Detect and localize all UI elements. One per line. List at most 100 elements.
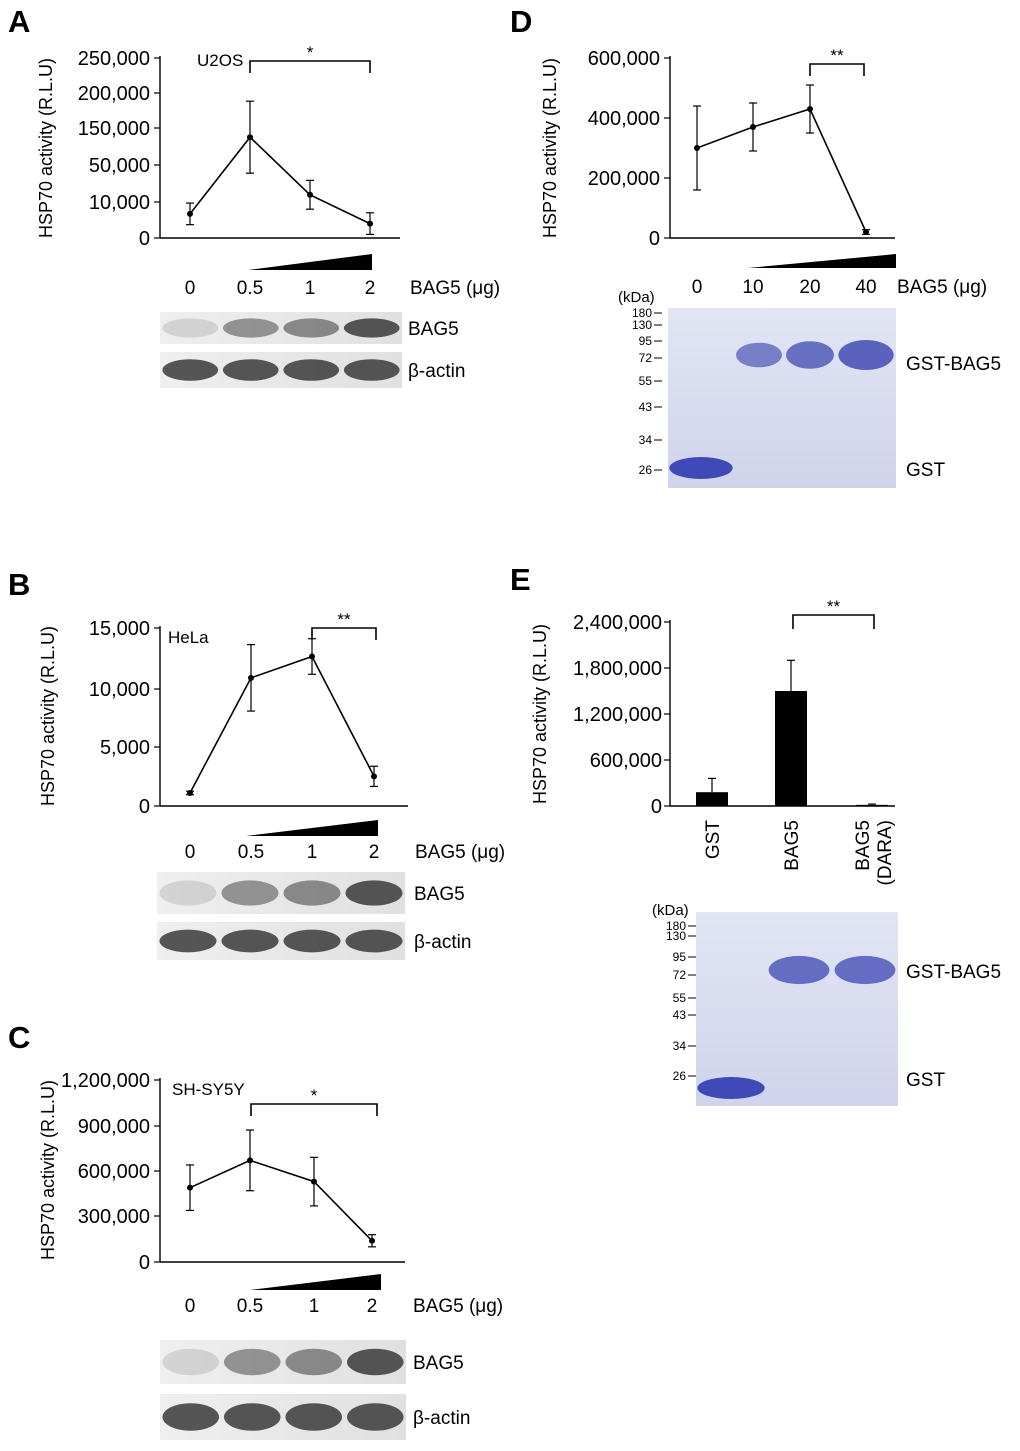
data-point (311, 1178, 317, 1185)
gel-band-label: GST (906, 460, 945, 481)
dose-label: 0 (692, 277, 703, 298)
data-point (369, 1237, 375, 1244)
mw-marker-label: 130 (632, 318, 652, 332)
gel-band-gst (669, 457, 733, 479)
mw-marker-label: 34 (673, 1039, 687, 1053)
significance-marker: * (307, 43, 314, 62)
data-point (247, 1157, 253, 1164)
blot-band (222, 318, 279, 338)
dose-ramp (748, 254, 896, 268)
y-tick-label: 200,000 (78, 83, 150, 105)
mw-marker-label: 55 (673, 991, 687, 1005)
data-point (807, 106, 813, 112)
data-point (187, 210, 193, 217)
significance-marker: ** (827, 597, 841, 616)
y-tick-label: 600,000 (588, 48, 660, 70)
data-point (750, 124, 756, 130)
dose-label: 2 (365, 278, 376, 299)
y-axis-label: HSP70 activity (R.L.U) (530, 624, 550, 804)
series-line (696, 108, 867, 233)
blot-band (285, 1348, 343, 1376)
y-axis-label: HSP70 activity (R.L.U) (36, 58, 56, 238)
cell-line-label: HeLa (168, 628, 209, 647)
significance-bracket (809, 63, 865, 76)
y-tick-label: 5,000 (100, 737, 150, 759)
y-tick-label: 0 (649, 228, 660, 250)
mw-marker-label: 43 (639, 400, 653, 414)
blot-band (345, 880, 403, 906)
panel-letter: D (510, 4, 532, 39)
panel-letter: E (510, 562, 531, 597)
blot-band (285, 1403, 343, 1431)
blot-band (283, 318, 340, 338)
blot-label: BAG5 (414, 884, 465, 905)
panel-letter: B (8, 567, 30, 602)
data-point (863, 229, 869, 235)
dose-ramp (248, 254, 372, 270)
y-tick-label: 0 (139, 796, 150, 818)
significance-marker: ** (830, 46, 844, 65)
panel-d: D 0 200,000 400,000 600,000 HSP70 activity (R… (510, 4, 1001, 488)
significance-bracket (311, 627, 377, 640)
blot-band (283, 359, 340, 381)
mw-marker-label: 180 (632, 306, 652, 320)
mw-marker-label: 55 (639, 374, 653, 388)
gel-band-gst-bag5 (838, 340, 894, 370)
blot-label: BAG5 (413, 1353, 464, 1374)
series-line (189, 136, 371, 225)
y-tick-label: 200,000 (588, 168, 660, 190)
y-tick-label: 0 (651, 796, 662, 818)
y-tick-label: 150,000 (78, 118, 150, 140)
significance-marker: * (311, 1086, 318, 1105)
gel-band-gst-bag5 (786, 341, 834, 369)
blot-band (283, 880, 341, 906)
gel-band-gst-bag5 (834, 955, 896, 985)
dose-label: 0.5 (238, 842, 264, 863)
y-tick-label: 0 (139, 1252, 150, 1274)
data-point (309, 653, 315, 660)
mw-marker-label: 26 (639, 463, 653, 477)
dose-label: 1 (307, 842, 318, 863)
y-tick-label: 250,000 (78, 48, 150, 70)
data-point (187, 789, 193, 796)
dose-ramp (250, 1274, 381, 1290)
dose-label: 20 (799, 277, 820, 298)
mw-marker-label: 72 (673, 968, 687, 982)
panel-letter: A (8, 4, 30, 39)
blot-label: β-actin (408, 361, 465, 382)
gel-band-label: GST-BAG5 (906, 962, 1001, 983)
y-axis-label: HSP70 activity (R.L.U) (38, 626, 58, 806)
data-point (247, 134, 253, 141)
dose-label: 1 (305, 278, 316, 299)
y-tick-label: 300,000 (78, 1206, 150, 1228)
data-point (371, 773, 377, 780)
y-tick-label: 10,000 (89, 679, 150, 701)
y-tick-label: 1,200,000 (61, 1070, 150, 1092)
significance-marker: ** (337, 610, 351, 629)
dose-label: 0.5 (237, 1296, 263, 1317)
data-point (694, 145, 700, 151)
y-tick-label: 2,400,000 (573, 612, 662, 634)
y-axis-label: HSP70 activity (R.L.U) (38, 1080, 58, 1260)
blot-label: β-actin (413, 1408, 470, 1429)
data-point (187, 1184, 193, 1191)
y-tick-label: 600,000 (78, 1161, 150, 1183)
blot-label: BAG5 (408, 319, 459, 340)
series-line (189, 655, 375, 794)
blot-band (222, 359, 279, 381)
blot-band (159, 929, 217, 953)
blot-band (162, 1403, 220, 1431)
dose-label: 0 (185, 1296, 196, 1317)
category-label: BAG5 (782, 820, 803, 871)
panel-b: B 0 5,000 10,000 15,000 HSP70 activity (R.L.U… (8, 567, 505, 960)
blot-band (162, 1348, 220, 1376)
dose-label: 1 (309, 1296, 320, 1317)
data-point (248, 674, 254, 681)
blot-band (223, 1348, 281, 1376)
blot-band (346, 1348, 404, 1376)
series-line (189, 1159, 373, 1242)
blot-band (345, 929, 403, 953)
mw-unit-label: (kDa) (618, 289, 655, 306)
significance-bracket (250, 1103, 378, 1116)
